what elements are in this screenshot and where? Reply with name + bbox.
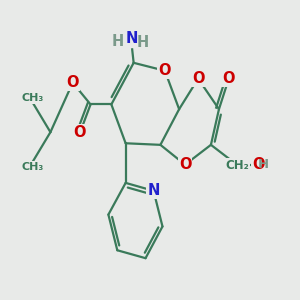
Text: O: O xyxy=(252,157,265,172)
Text: CH₃: CH₃ xyxy=(22,93,44,103)
Text: O: O xyxy=(73,125,86,140)
Text: O: O xyxy=(252,157,265,172)
Text: N: N xyxy=(147,183,160,198)
Text: N: N xyxy=(126,31,138,46)
Text: O: O xyxy=(223,71,235,86)
Text: CH₃: CH₃ xyxy=(22,162,44,172)
Text: O: O xyxy=(192,71,204,86)
Text: CH₂: CH₂ xyxy=(225,159,249,172)
Text: N: N xyxy=(126,31,138,46)
Text: N: N xyxy=(147,183,160,198)
Text: O: O xyxy=(159,63,171,78)
Text: H: H xyxy=(257,158,268,171)
Text: CH₃: CH₃ xyxy=(22,162,44,172)
Text: O: O xyxy=(67,75,79,90)
Text: O: O xyxy=(192,71,204,86)
Text: O: O xyxy=(73,125,86,140)
Text: H: H xyxy=(137,35,149,50)
Text: H: H xyxy=(137,35,149,50)
Text: H: H xyxy=(111,34,123,49)
Text: O: O xyxy=(67,75,79,90)
Text: O: O xyxy=(179,157,191,172)
Text: O: O xyxy=(159,63,171,78)
Text: CH₃: CH₃ xyxy=(22,93,44,103)
Text: H: H xyxy=(111,34,123,49)
Text: H: H xyxy=(257,158,268,171)
Text: CH₂: CH₂ xyxy=(225,159,249,172)
Text: O: O xyxy=(179,157,191,172)
Text: O: O xyxy=(223,71,235,86)
